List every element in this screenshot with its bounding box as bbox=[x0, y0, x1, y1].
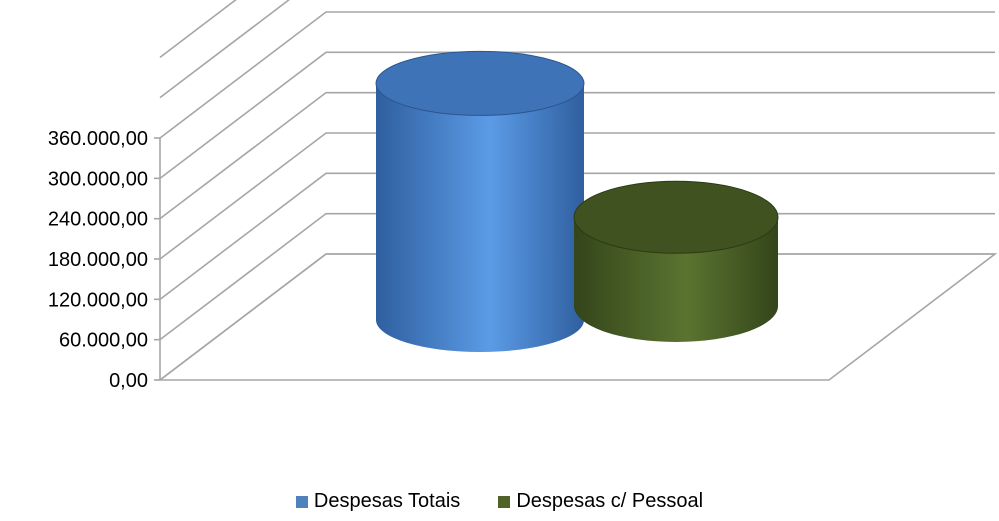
legend-label: Despesas Totais bbox=[313, 490, 461, 512]
gridline bbox=[159, 132, 995, 260]
gridline bbox=[159, 51, 995, 179]
y-tick-label: 180.000,00 bbox=[48, 249, 148, 271]
bar-despesas-totais bbox=[375, 50, 585, 352]
gridline bbox=[159, 0, 237, 58]
y-axis-ticks: 0,00 60.000,00 120.000,00 180.000,00 240.000… bbox=[48, 128, 160, 392]
legend-item-despesas-totais: Despesas Totais bbox=[295, 490, 461, 513]
gridline bbox=[159, 91, 995, 220]
legend: Despesas Totais Despesas c/ Pessoal bbox=[0, 490, 999, 513]
legend-label: Despesas c/ Pessoal bbox=[516, 490, 704, 512]
gridlines bbox=[159, 0, 995, 381]
bar-top bbox=[375, 50, 585, 116]
bar-top bbox=[573, 180, 779, 254]
legend-item-despesas-pessoal: Despesas c/ Pessoal bbox=[498, 490, 703, 513]
gridline bbox=[159, 172, 995, 300]
y-tick-label: 0,00 bbox=[109, 370, 148, 392]
gridline bbox=[159, 11, 995, 139]
y-tick-label: 360.000,00 bbox=[48, 128, 148, 150]
y-tick-label: 60.000,00 bbox=[59, 330, 148, 352]
bars bbox=[375, 50, 779, 352]
y-tick-label: 120.000,00 bbox=[48, 289, 148, 311]
y-tick-label: 300.000,00 bbox=[48, 168, 148, 190]
bar-despesas-c-pessoal bbox=[573, 180, 779, 342]
y-tick-label: 240.000,00 bbox=[48, 209, 148, 231]
bar-body bbox=[376, 83, 584, 352]
legend-swatch-blue bbox=[295, 495, 308, 508]
gridline bbox=[159, 0, 290, 99]
legend-swatch-green bbox=[498, 495, 511, 508]
